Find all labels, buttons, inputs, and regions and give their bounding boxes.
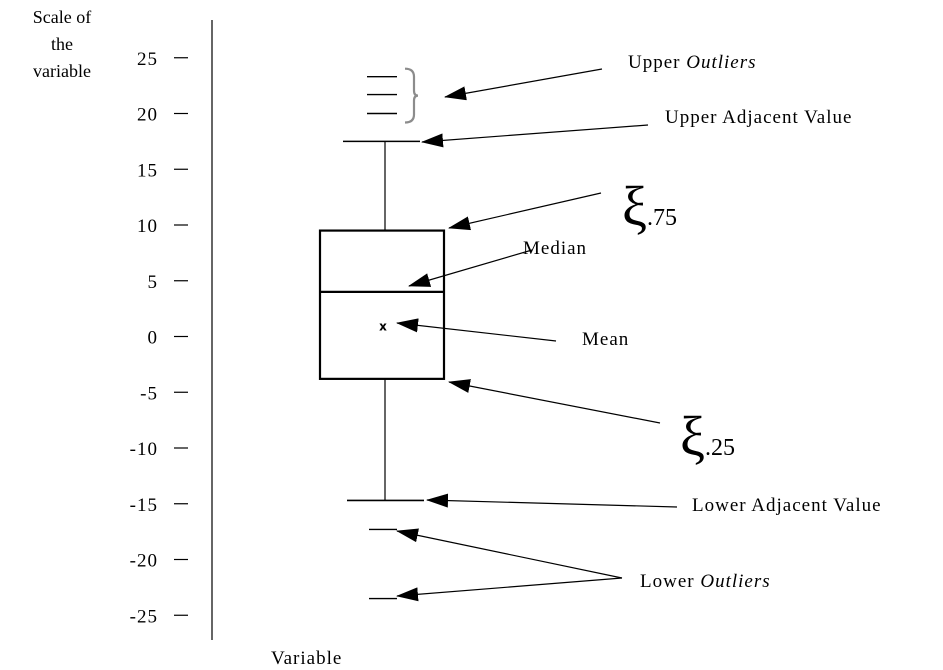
- tick-label: -20: [130, 551, 158, 572]
- iqr-box: [318, 229, 446, 380]
- annotation-arrows: [396, 68, 678, 602]
- tick-group: 25 20 15 10 5 0 -5 -10 -15 -20 -25: [130, 49, 188, 627]
- axis-title-line-3: variable: [33, 61, 91, 81]
- label-lower-outliers: Lower Outliers: [640, 571, 771, 592]
- label-upper-adjacent: Upper Adjacent Value: [665, 107, 852, 128]
- tick-label: 10: [137, 216, 158, 237]
- tick-label: -10: [130, 439, 158, 460]
- label-xi-75: ξ.75: [622, 176, 677, 238]
- arrow-lower-outlier-1: [396, 528, 623, 579]
- axis-title-line-1: Scale of: [33, 7, 91, 27]
- mean-marker: x: [379, 319, 387, 333]
- tick-label: 5: [148, 272, 159, 293]
- tick-label: -25: [130, 606, 158, 627]
- tick-label: 25: [137, 49, 158, 70]
- axis-title-line-2: the: [51, 34, 73, 54]
- arrow-upper-outliers: [444, 68, 603, 101]
- arrow-median: [408, 249, 533, 287]
- tick-label: 15: [137, 160, 158, 181]
- tick-label: -15: [130, 495, 158, 516]
- label-mean: Mean: [582, 329, 629, 350]
- arrow-upper-adjacent: [421, 124, 649, 148]
- boxplot: x: [318, 76, 446, 600]
- tick-label: 20: [137, 105, 158, 126]
- x-axis-label: Variable: [271, 648, 342, 669]
- label-xi-25: ξ.25: [680, 406, 735, 468]
- arrow-mean: [396, 318, 557, 342]
- arrow-lower-outlier-2: [396, 577, 623, 602]
- label-upper-outliers: Upper Outliers: [628, 52, 757, 73]
- tick-label: 0: [148, 328, 159, 349]
- label-lower-adjacent: Lower Adjacent Value: [692, 495, 882, 516]
- outlier-brace: [404, 67, 419, 124]
- arrow-lower-adjacent: [426, 493, 678, 508]
- arrow-q75: [448, 192, 602, 231]
- tick-label: -5: [140, 383, 158, 404]
- arrow-q25: [448, 379, 661, 424]
- label-median: Median: [523, 238, 587, 259]
